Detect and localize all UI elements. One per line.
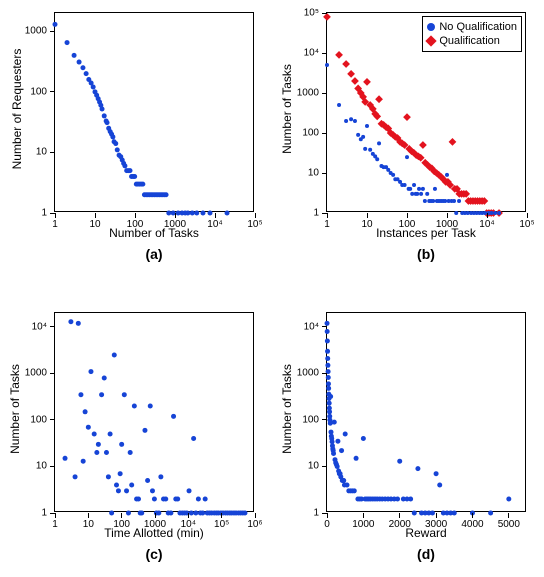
panel-b: 110100100010⁴10⁵110100100010⁴10⁵ No Qual… [272,0,544,270]
panel-a: 110100100010⁴10⁵1101001000 Number of Req… [0,0,272,270]
panel-a-xlabel: Number of Tasks [54,226,254,240]
tick-label: 1 [279,208,319,219]
panel-d-ylabel: Number of Tasks [280,354,294,464]
diamond-icon [426,35,437,46]
panel-c-caption: (c) [54,546,254,562]
panel-c-svg [55,313,255,513]
tick-label: 1 [279,508,319,519]
panel-c: 110100100010⁴10⁵10⁶110100100010⁴ Number … [0,300,272,570]
panel-d-xlabel: Reward [326,526,526,540]
panel-d-plot: 010002000300040005000110100100010⁴ [326,312,526,512]
panel-c-plot: 110100100010⁴10⁵10⁶110100100010⁴ [54,312,254,512]
panel-c-xlabel: Time Allotted (min) [54,526,254,540]
panel-a-caption: (a) [54,246,254,262]
circle-icon [427,23,435,31]
tick-label: 10⁴ [279,321,319,332]
panel-d-caption: (d) [326,546,526,562]
tick-label: 1 [7,208,47,219]
panel-b-xlabel: Instances per Task [326,226,526,240]
panel-d-svg [327,313,527,513]
panel-a-ylabel: Number of Requesters [10,44,24,174]
panel-b-plot: 110100100010⁴10⁵110100100010⁴10⁵ No Qual… [326,12,526,212]
legend-qual-label: Qualification [439,34,500,48]
panel-a-svg [55,13,255,213]
panel-b-caption: (b) [326,246,526,262]
legend-noqual-label: No Qualification [439,20,517,34]
figure-container: 110100100010⁴10⁵1101001000 Number of Req… [0,0,544,577]
tick-label: 1000 [7,26,47,37]
panel-a-plot: 110100100010⁴10⁵1101001000 [54,12,254,212]
tick-label: 10⁵ [279,8,319,19]
legend-item-noqual: No Qualification [427,20,517,34]
panel-b-legend: No Qualification Qualification [422,16,522,52]
tick-label: 1 [7,508,47,519]
legend-item-qual: Qualification [427,34,517,48]
tick-label: 10⁴ [7,321,47,332]
panel-b-ylabel: Number of Tasks [280,54,294,164]
panel-d: 010002000300040005000110100100010⁴ Numbe… [272,300,544,570]
tick-label: 10 [279,168,319,179]
panel-c-ylabel: Number of Tasks [8,354,22,464]
